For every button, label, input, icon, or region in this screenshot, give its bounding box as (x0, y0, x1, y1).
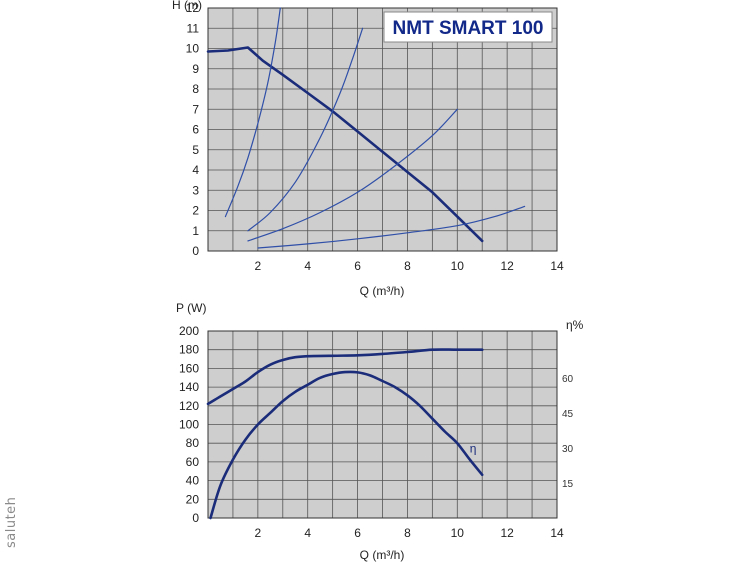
power-y-tick-label: 20 (186, 492, 200, 506)
power-y-tick-label: 200 (179, 324, 199, 338)
head-x-tick-label: 14 (550, 259, 564, 273)
head-y-tick-label: 10 (186, 42, 200, 56)
power-y-tick-label: 120 (179, 399, 199, 413)
head-x-tick-label: 12 (500, 259, 514, 273)
head-y-tick-label: 8 (192, 82, 199, 96)
head-gridlines (208, 8, 557, 251)
head-y-tick-label: 0 (192, 244, 199, 258)
efficiency-y-axis-label: η% (566, 318, 584, 332)
head-x-tick-label: 10 (451, 259, 465, 273)
system-curve-line-1 (224, 7, 281, 218)
efficiency-curve-line (209, 370, 484, 520)
head-x-tick-label: 2 (255, 259, 262, 273)
head-plot-frame (207, 7, 558, 252)
title-box (383, 11, 553, 43)
power-x-tick-label: 14 (550, 526, 564, 540)
power-y-tick-label: 160 (179, 361, 199, 375)
power-x-tick-label: 8 (404, 526, 411, 540)
power-y-tick-label: 140 (179, 380, 199, 394)
system-curve-line-3 (247, 108, 458, 242)
power-y-tick-label: 0 (192, 511, 199, 525)
head-y-tick-label: 7 (192, 102, 199, 116)
head-y-tick-label: 4 (192, 163, 199, 177)
head-y-tick-label: 9 (192, 62, 199, 76)
system-curve-line-4 (257, 205, 526, 249)
power-x-tick-label: 2 (255, 526, 262, 540)
head-y-tick-label: 6 (192, 123, 199, 137)
power-tick-labels: 0 20 40 60 80 100 120 140 160 180 200 2 4 6 8 10 12 14 15 3… (179, 324, 574, 540)
power-x-tick-label: 4 (304, 526, 311, 540)
power-y-tick-label: 60 (186, 455, 200, 469)
efficiency-y-tick-label: 15 (562, 479, 574, 490)
efficiency-y-tick-label: 30 (562, 444, 574, 455)
head-y-tick-label: 5 (192, 143, 199, 157)
head-y-tick-label: 12 (186, 1, 200, 15)
head-y-tick-label: 11 (187, 21, 200, 35)
efficiency-y-tick-label: 60 (562, 374, 574, 385)
power-y-tick-label: 40 (186, 474, 200, 488)
system-curve-line-2 (247, 27, 364, 232)
head-y-tick-label: 3 (192, 183, 199, 197)
efficiency-curve-label: η (470, 442, 477, 456)
head-x-tick-label: 6 (354, 259, 361, 273)
head-x-tick-label: 4 (304, 259, 311, 273)
power-y-tick-label: 180 (179, 343, 199, 357)
watermark-text: saluteh (4, 496, 19, 548)
chart-title: NMT SMART 100 (393, 18, 544, 39)
power-y-axis-label: P (W) (176, 301, 206, 315)
power-y-tick-label: 80 (186, 436, 200, 450)
power-x-tick-label: 10 (451, 526, 465, 540)
head-x-axis-label: Q (m³/h) (360, 284, 405, 298)
power-plot-frame (207, 330, 558, 519)
head-curves (206, 7, 526, 249)
power-flow-chart: 0 20 40 60 80 100 120 140 160 180 200 2 4 6 8 10 12 14 15 3… (176, 301, 584, 562)
head-y-tick-label: 1 (192, 224, 199, 238)
power-curves (206, 348, 484, 520)
power-gridlines (208, 331, 557, 518)
power-x-tick-label: 6 (354, 526, 361, 540)
head-y-tick-label: 2 (192, 204, 199, 218)
power-x-tick-label: 12 (500, 526, 514, 540)
power-y-tick-label: 100 (179, 418, 199, 432)
head-y-axis-label: H (m) (172, 0, 202, 12)
efficiency-y-tick-label: 45 (562, 409, 574, 420)
power-curve-line (206, 348, 484, 406)
power-x-axis-label: Q (m³/h) (360, 548, 405, 562)
head-x-tick-label: 8 (404, 259, 411, 273)
